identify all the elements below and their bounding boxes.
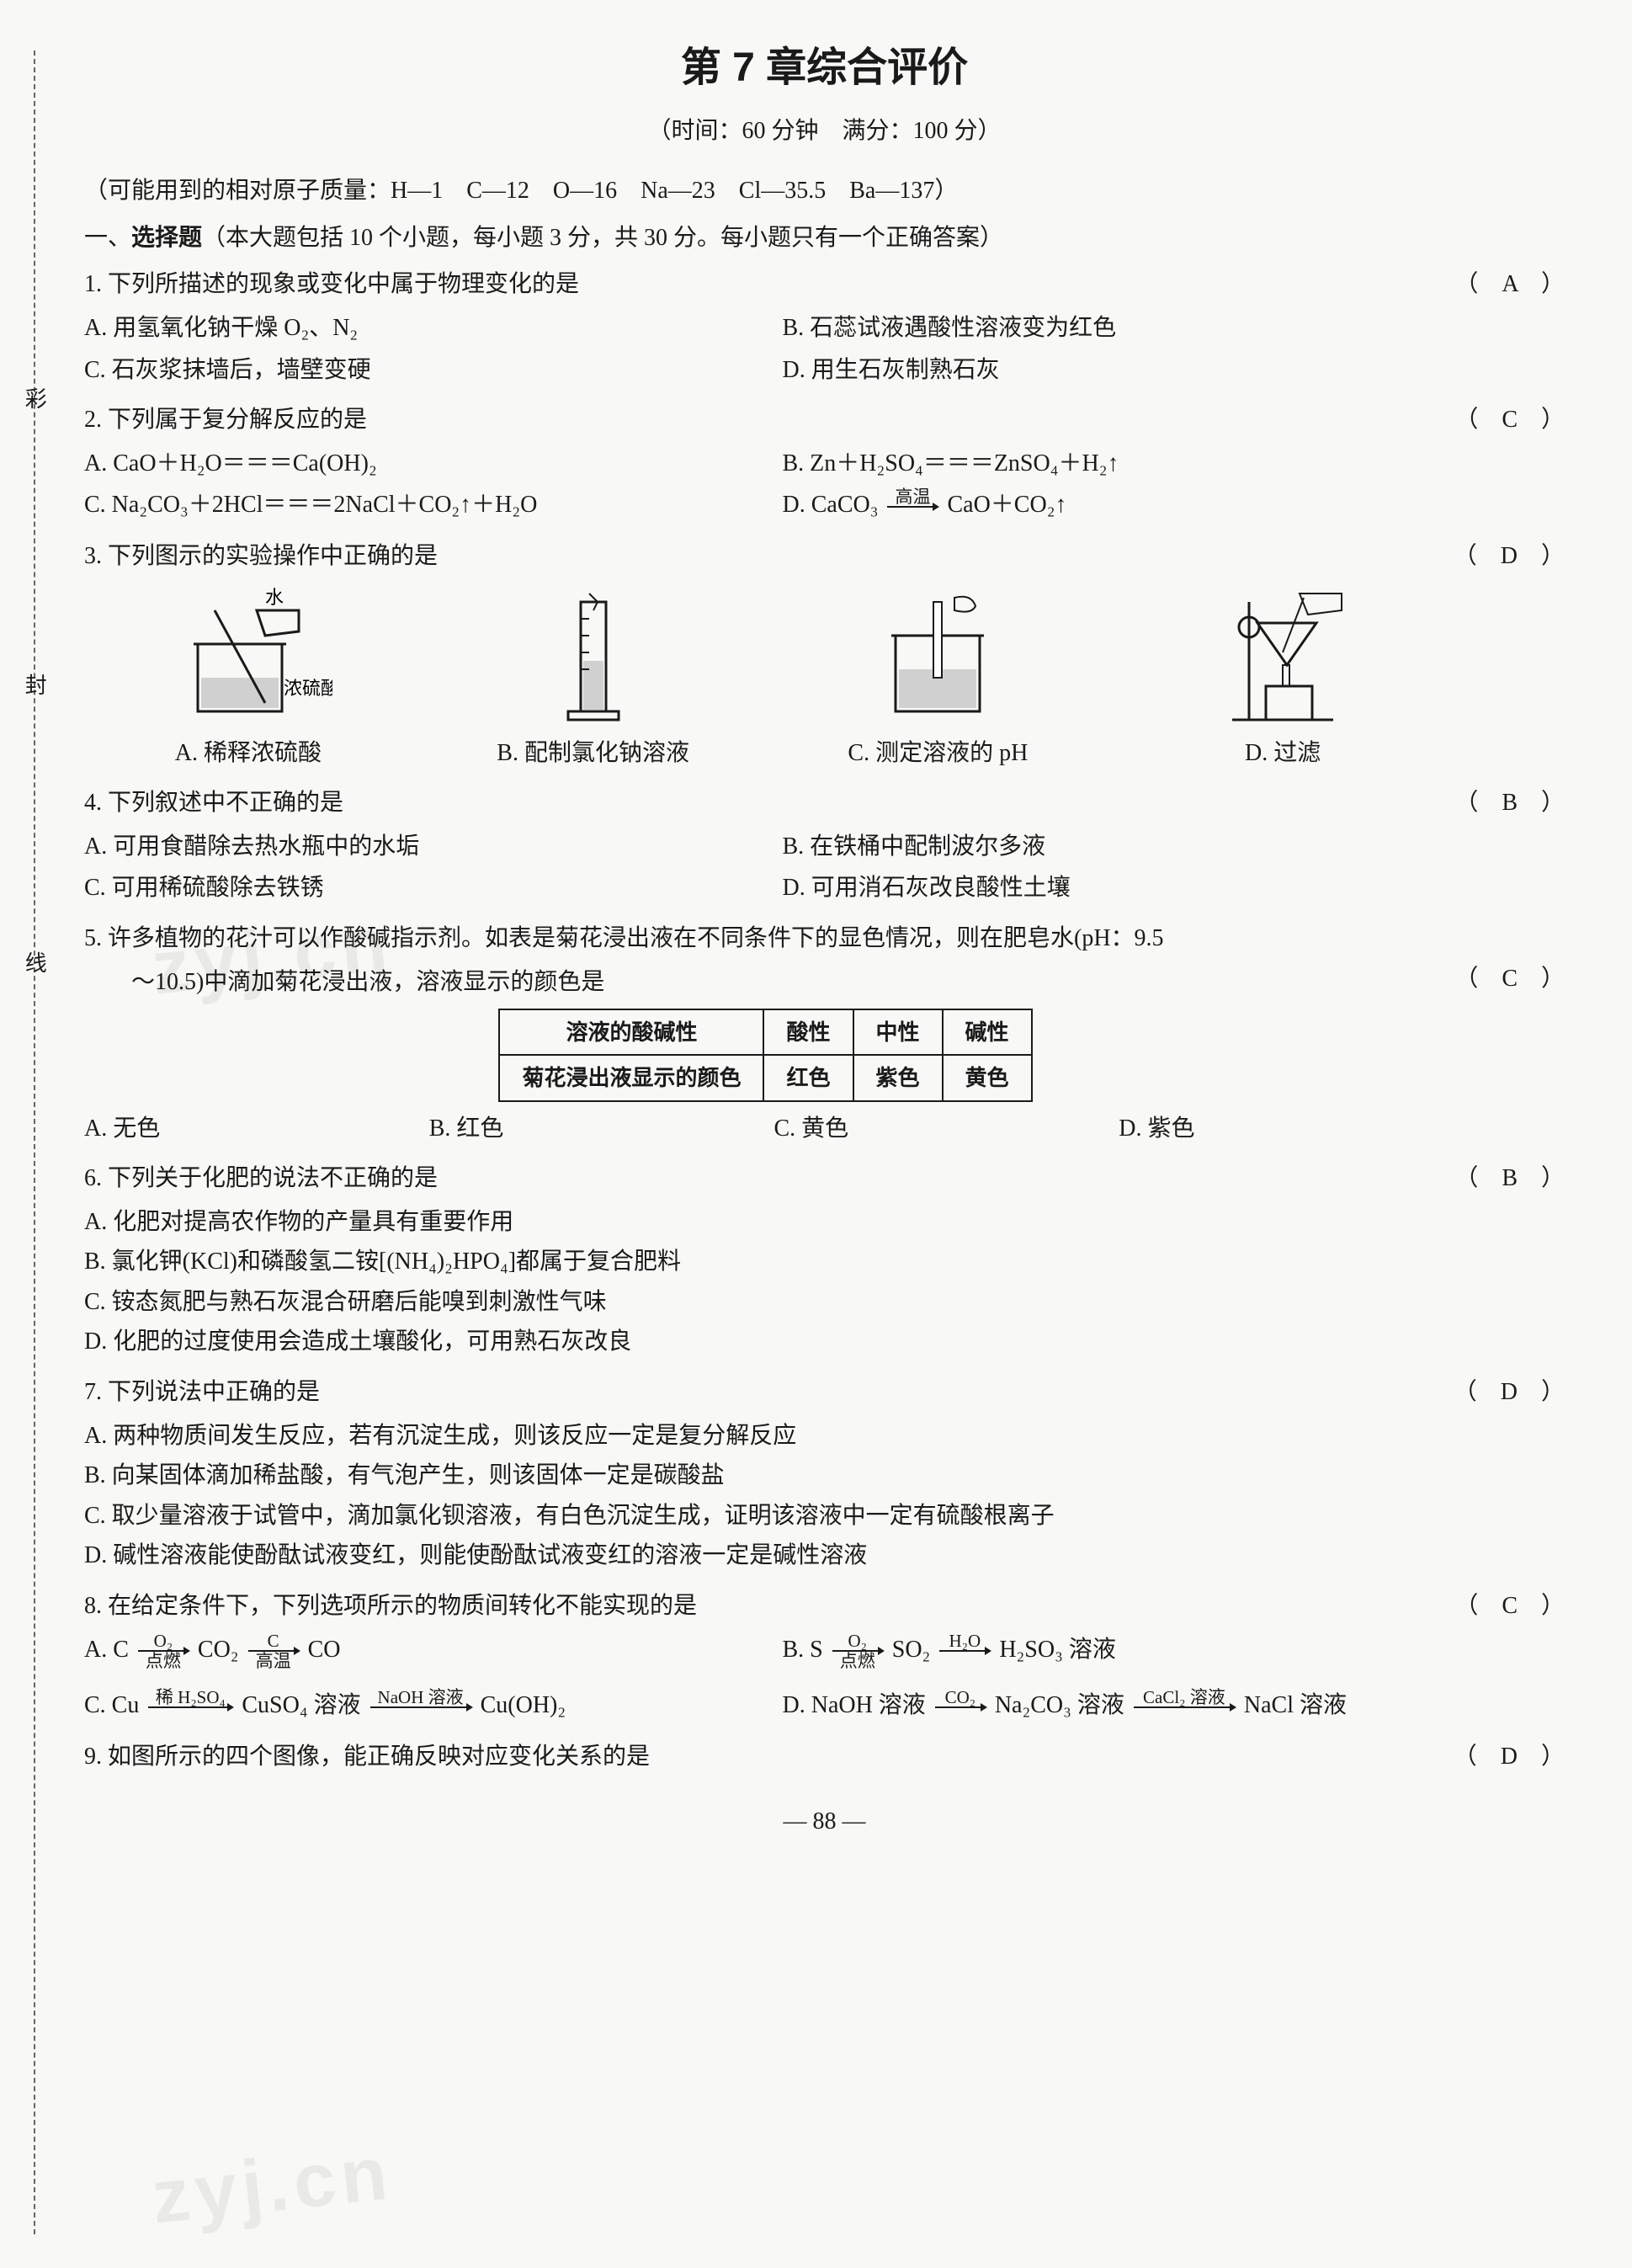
q3-diagram-a: 水 浓硫酸 A. 稀释浓硫酸 (84, 585, 412, 774)
page-title: 第 7 章综合评价 (84, 34, 1565, 103)
q8-opt-a: A. C O₂点燃 CO₂ C高温 CO (84, 1630, 749, 1671)
cell: 碱性 (943, 1009, 1032, 1055)
q7-opt-a: A. 两种物质间发生反应，若有沉淀生成，则该反应一定是复分解反应 (84, 1416, 1447, 1456)
q1-answer: （ A ） (1454, 264, 1565, 305)
q8-stem: 8. 在给定条件下，下列选项所示的物质间转化不能实现的是 (84, 1586, 1447, 1626)
q8-opt-c: C. Cu 稀 H₂SO₄ CuSO₄ 溶液 NaOH 溶液 Cu(OH)₂ (84, 1685, 749, 1727)
q8-opt-d: D. NaOH 溶液 CO₂ Na₂CO₃ 溶液 CaCl₂ 溶液 NaCl 溶… (783, 1685, 1448, 1727)
q5-options: A. 无色 B. 红色 C. 黄色 D. 紫色 (84, 1109, 1447, 1149)
q5-opt-b: B. 红色 (429, 1109, 758, 1149)
q4-opt-a: A. 可用食醋除去热水瓶中的水垢 (84, 827, 749, 867)
q2-answer: （ C ） (1454, 400, 1565, 440)
q7-stem: 7. 下列说法中正确的是 (84, 1372, 1447, 1413)
q2-stem: 2. 下列属于复分解反应的是 (84, 400, 1447, 440)
cell: 菊花浸出液显示的颜色 (499, 1055, 763, 1100)
q5-opt-a: A. 无色 (84, 1109, 412, 1149)
q7-opt-b: B. 向某固体滴加稀盐酸，有气泡产生，则该固体一定是碳酸盐 (84, 1456, 1447, 1496)
label-water: 水 (265, 587, 284, 608)
q3-diagram-d: D. 过滤 (1119, 585, 1447, 774)
question-3: 3. 下列图示的实验操作中正确的是 （ D ） 水 浓硫酸 A. 稀释浓硫酸 (84, 536, 1565, 773)
q6-answer: （ B ） (1454, 1158, 1565, 1199)
q3-label-a: A. 稀释浓硫酸 (84, 733, 412, 774)
q5-stem-2: ～10.5)中滴加菊花浸出液，溶液显示的颜色是 (84, 962, 1447, 1003)
label-acid: 浓硫酸 (284, 678, 332, 699)
cell: 溶液的酸碱性 (499, 1009, 763, 1055)
cell: 黄色 (943, 1055, 1032, 1100)
question-8: 8. 在给定条件下，下列选项所示的物质间转化不能实现的是 （ C ） A. C … (84, 1586, 1565, 1727)
q3-label-d: D. 过滤 (1119, 733, 1447, 774)
q5-opt-c: C. 黄色 (774, 1109, 1103, 1149)
q2-opt-c: C. Na₂CO₃＋2HCl＝＝＝2NaCl＋CO₂↑＋H₂O (84, 485, 749, 526)
q4-opt-c: C. 可用稀硫酸除去铁锈 (84, 868, 749, 908)
q8-options: A. C O₂点燃 CO₂ C高温 CO B. S O₂点燃 SO₂ H₂O H… (84, 1630, 1447, 1727)
q4-options: A. 可用食醋除去热水瓶中的水垢 B. 在铁桶中配制波尔多液 C. 可用稀硫酸除… (84, 827, 1447, 908)
q2-options: A. CaO＋H₂O＝＝＝Ca(OH)₂ B. Zn＋H₂SO₄＝＝＝ZnSO₄… (84, 444, 1447, 526)
graduated-cylinder-icon (509, 585, 678, 728)
cell: 酸性 (763, 1009, 853, 1055)
cell: 红色 (763, 1055, 853, 1100)
q3-diagrams: 水 浓硫酸 A. 稀释浓硫酸 B. 配制氯化钠溶液 (84, 585, 1447, 774)
q6-stem: 6. 下列关于化肥的说法不正确的是 (84, 1158, 1447, 1199)
table-row: 菊花浸出液显示的颜色 红色 紫色 黄色 (499, 1055, 1031, 1100)
q2-opt-b: B. Zn＋H₂SO₄＝＝＝ZnSO₄＋H₂↑ (783, 444, 1448, 484)
beaker-dilute-icon: 水 浓硫酸 (164, 585, 332, 728)
ph-test-icon (853, 585, 1022, 728)
q7-answer: （ D ） (1454, 1372, 1565, 1413)
q2-d-arrow: 高温 (887, 487, 938, 526)
q9-answer: （ D ） (1454, 1737, 1565, 1777)
q4-answer: （ B ） (1454, 783, 1565, 823)
filtration-icon (1199, 585, 1367, 728)
binding-margin (34, 51, 35, 2234)
q2-opt-d: D. CaCO₃ 高温 CaO＋CO₂↑ (783, 485, 1448, 526)
q1-opt-b: B. 石蕊试液遇酸性溶液变为红色 (783, 308, 1448, 349)
question-9: 9. 如图所示的四个图像，能正确反映对应变化关系的是 （ D ） (84, 1737, 1565, 1777)
q8-opt-b: B. S O₂点燃 SO₂ H₂O H₂SO₃ 溶液 (783, 1630, 1448, 1671)
q5-stem-1: 5. 许多植物的花汁可以作酸碱指示剂。如表是菊花浸出液在不同条件下的显色情况，则… (84, 918, 1447, 959)
q3-label-c: C. 测定溶液的 pH (774, 733, 1103, 774)
question-2: 2. 下列属于复分解反应的是 （ C ） A. CaO＋H₂O＝＝＝Ca(OH)… (84, 400, 1565, 526)
q4-opt-b: B. 在铁桶中配制波尔多液 (783, 827, 1448, 867)
atomic-mass-note: （可能用到的相对原子质量：H—1 C—12 O—16 Na—23 Cl—35.5… (84, 171, 1565, 211)
q4-stem: 4. 下列叙述中不正确的是 (84, 783, 1447, 823)
q1-stem: 1. 下列所描述的现象或变化中属于物理变化的是 (84, 264, 1447, 305)
q5-opt-d: D. 紫色 (1119, 1109, 1447, 1149)
q7-opt-c: C. 取少量溶液于试管中，滴加氯化钡溶液，有白色沉淀生成，证明该溶液中一定有硫酸… (84, 1496, 1447, 1536)
q3-stem: 3. 下列图示的实验操作中正确的是 (84, 536, 1447, 577)
table-row: 溶液的酸碱性 酸性 中性 碱性 (499, 1009, 1031, 1055)
q3-answer: （ D ） (1454, 536, 1565, 577)
q6-opt-c: C. 铵态氮肥与熟石灰混合研磨后能嗅到刺激性气味 (84, 1282, 1447, 1323)
section-1-heading: 一、选择题（本大题包括 10 个小题，每小题 3 分，共 30 分。每小题只有一… (84, 218, 1565, 258)
q8-answer: （ C ） (1454, 1586, 1565, 1626)
q5-table: 溶液的酸碱性 酸性 中性 碱性 菊花浸出液显示的颜色 红色 紫色 黄色 (498, 1009, 1032, 1101)
q6-opt-b: B. 氯化钾(KCl)和磷酸氢二铵[(NH₄)₂HPO₄]都属于复合肥料 (84, 1242, 1447, 1282)
cell: 紫色 (853, 1055, 943, 1100)
q2-opt-a: A. CaO＋H₂O＝＝＝Ca(OH)₂ (84, 444, 749, 484)
exam-subtitle: （时间：60 分钟 满分：100 分） (84, 111, 1565, 152)
q4-opt-d: D. 可用消石灰改良酸性土壤 (783, 868, 1448, 908)
q1-opt-d: D. 用生石灰制熟石灰 (783, 350, 1448, 391)
question-7: 7. 下列说法中正确的是 （ D ） A. 两种物质间发生反应，若有沉淀生成，则… (84, 1372, 1565, 1576)
q3-label-b: B. 配制氯化钠溶液 (429, 733, 758, 774)
q6-opt-d: D. 化肥的过度使用会造成土壤酸化，可用熟石灰改良 (84, 1322, 1447, 1362)
q1-options: A. 用氢氧化钠干燥 O₂、N₂ B. 石蕊试液遇酸性溶液变为红色 C. 石灰浆… (84, 308, 1447, 390)
page-number: — 88 — (84, 1802, 1565, 1842)
q9-stem: 9. 如图所示的四个图像，能正确反映对应变化关系的是 (84, 1737, 1447, 1777)
margin-label-c: 线 (15, 951, 52, 973)
margin-label-b: 封 (15, 673, 52, 695)
q3-diagram-b: B. 配制氯化钠溶液 (429, 585, 758, 774)
q3-diagram-c: C. 测定溶液的 pH (774, 585, 1103, 774)
watermark-icon: zyj.cn (146, 2109, 399, 2262)
q7-opt-d: D. 碱性溶液能使酚酞试液变红，则能使酚酞试液变红的溶液一定是碱性溶液 (84, 1536, 1447, 1576)
question-6: 6. 下列关于化肥的说法不正确的是 （ B ） A. 化肥对提高农作物的产量具有… (84, 1158, 1565, 1362)
question-5: 5. 许多植物的花汁可以作酸碱指示剂。如表是菊花浸出液在不同条件下的显色情况，则… (84, 918, 1565, 1148)
q1-opt-a: A. 用氢氧化钠干燥 O₂、N₂ (84, 308, 749, 349)
cell: 中性 (853, 1009, 943, 1055)
q5-answer: （ C ） (1454, 959, 1565, 999)
question-4: 4. 下列叙述中不正确的是 （ B ） A. 可用食醋除去热水瓶中的水垢 B. … (84, 783, 1565, 908)
question-1: 1. 下列所描述的现象或变化中属于物理变化的是 （ A ） A. 用氢氧化钠干燥… (84, 264, 1565, 390)
q6-opt-a: A. 化肥对提高农作物的产量具有重要作用 (84, 1202, 1447, 1243)
q1-opt-c: C. 石灰浆抹墙后，墙壁变硬 (84, 350, 749, 391)
margin-label-a: 彩 (15, 387, 52, 409)
